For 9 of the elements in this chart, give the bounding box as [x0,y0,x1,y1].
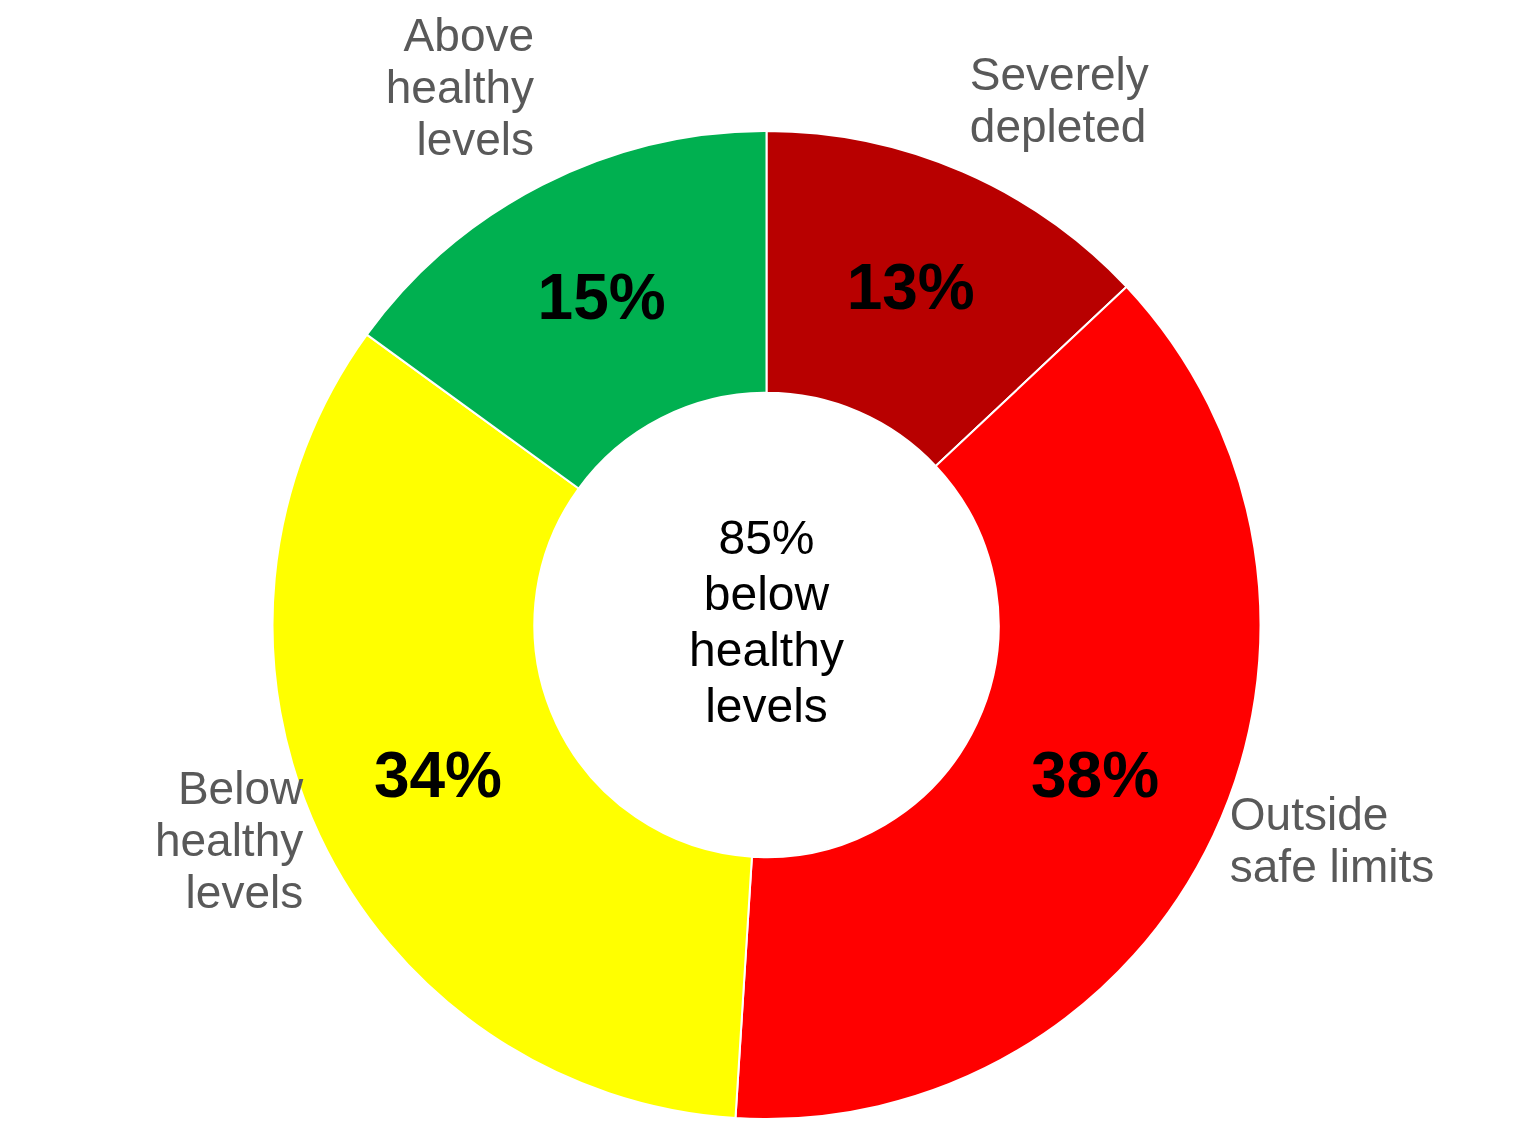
slice-label: Outside safe limits [1229,787,1435,892]
data-label: 34% [373,739,503,812]
slice-label: Severely depleted [969,47,1149,152]
data-label: 38% [1030,739,1160,812]
slice-label: Below healthy levels [154,761,304,918]
slice-label: Above healthy levels [385,9,535,166]
data-label: 15% [537,261,666,334]
data-label: 13% [846,251,975,324]
text: 85% below healthy levels [689,511,844,733]
